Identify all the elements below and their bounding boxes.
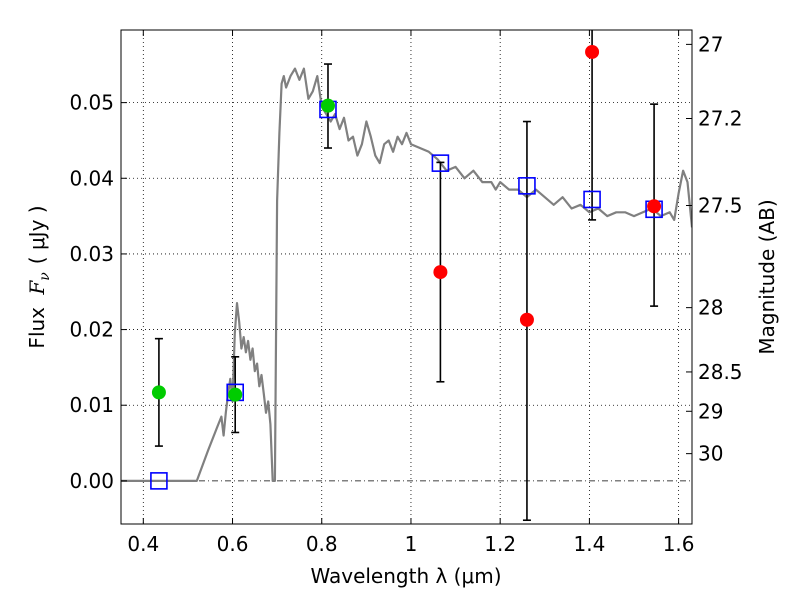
- mag-tick-label: 30: [698, 442, 723, 466]
- non-detection-point: [433, 265, 448, 280]
- x-tick-label: 1.2: [484, 532, 516, 556]
- x-tick-label: 1.6: [663, 532, 695, 556]
- right-axis-label: Magnitude (AB): [755, 199, 779, 354]
- mag-tick-label: 28: [698, 296, 723, 320]
- plot-area: [121, 30, 692, 522]
- mag-tick-label: 27.5: [698, 194, 743, 218]
- non-detection-point: [519, 312, 534, 327]
- x-tick-label: 1: [405, 532, 418, 556]
- mag-tick-label: 29: [698, 399, 723, 423]
- mag-tick-label: 27.2: [698, 107, 743, 131]
- y-tick-label: 0.04: [69, 166, 114, 190]
- y-tick-label: 0.00: [69, 469, 114, 493]
- y-tick-label: 0.05: [69, 91, 114, 115]
- non-detection-point: [647, 199, 662, 214]
- model-point-square: [150, 472, 168, 490]
- y-axis-label-subscript: ν: [37, 272, 53, 281]
- x-axis-label: Wavelength λ (μm): [310, 564, 501, 588]
- grid-lines: [121, 30, 692, 524]
- y-tick-label: 0.02: [69, 318, 114, 342]
- x-tick-label: 0.4: [127, 532, 159, 556]
- mag-tick-label: 28.5: [698, 360, 743, 384]
- x-tick-label: 0.8: [306, 532, 338, 556]
- non-detection-point: [585, 44, 600, 59]
- x-tick-label: 0.6: [217, 532, 249, 556]
- right-magnitude-axis: 27 27.2 27.5 28 28.5 29 30: [686, 32, 743, 466]
- sed-curve: [121, 67, 692, 482]
- model-point-square: [431, 154, 450, 172]
- x-tick-label: 1.4: [573, 532, 605, 556]
- mag-tick-label: 27: [698, 32, 723, 56]
- y-tick-label: 0.03: [69, 242, 114, 266]
- detection-point: [151, 385, 166, 400]
- y-axis-label-unit: ( μJy ): [25, 205, 49, 264]
- detection-point: [320, 98, 335, 113]
- y-axis: 0.00 0.01 0.02 0.03 0.04 0.05: [69, 91, 127, 493]
- model-point-square: [583, 190, 601, 209]
- detection-point: [228, 387, 243, 402]
- y-axis-label-symbol: F: [25, 280, 49, 296]
- y-tick-label: 0.01: [69, 393, 114, 417]
- y-axis-label-prefix: Flux: [25, 301, 49, 349]
- y-axis-label: Flux Fν ( μJy ): [25, 205, 53, 348]
- model-point-square: [518, 177, 536, 195]
- x-axis: 0.4 0.6 0.8 1 1.2 1.4 1.6: [127, 30, 695, 556]
- plot-frame: [120, 29, 693, 525]
